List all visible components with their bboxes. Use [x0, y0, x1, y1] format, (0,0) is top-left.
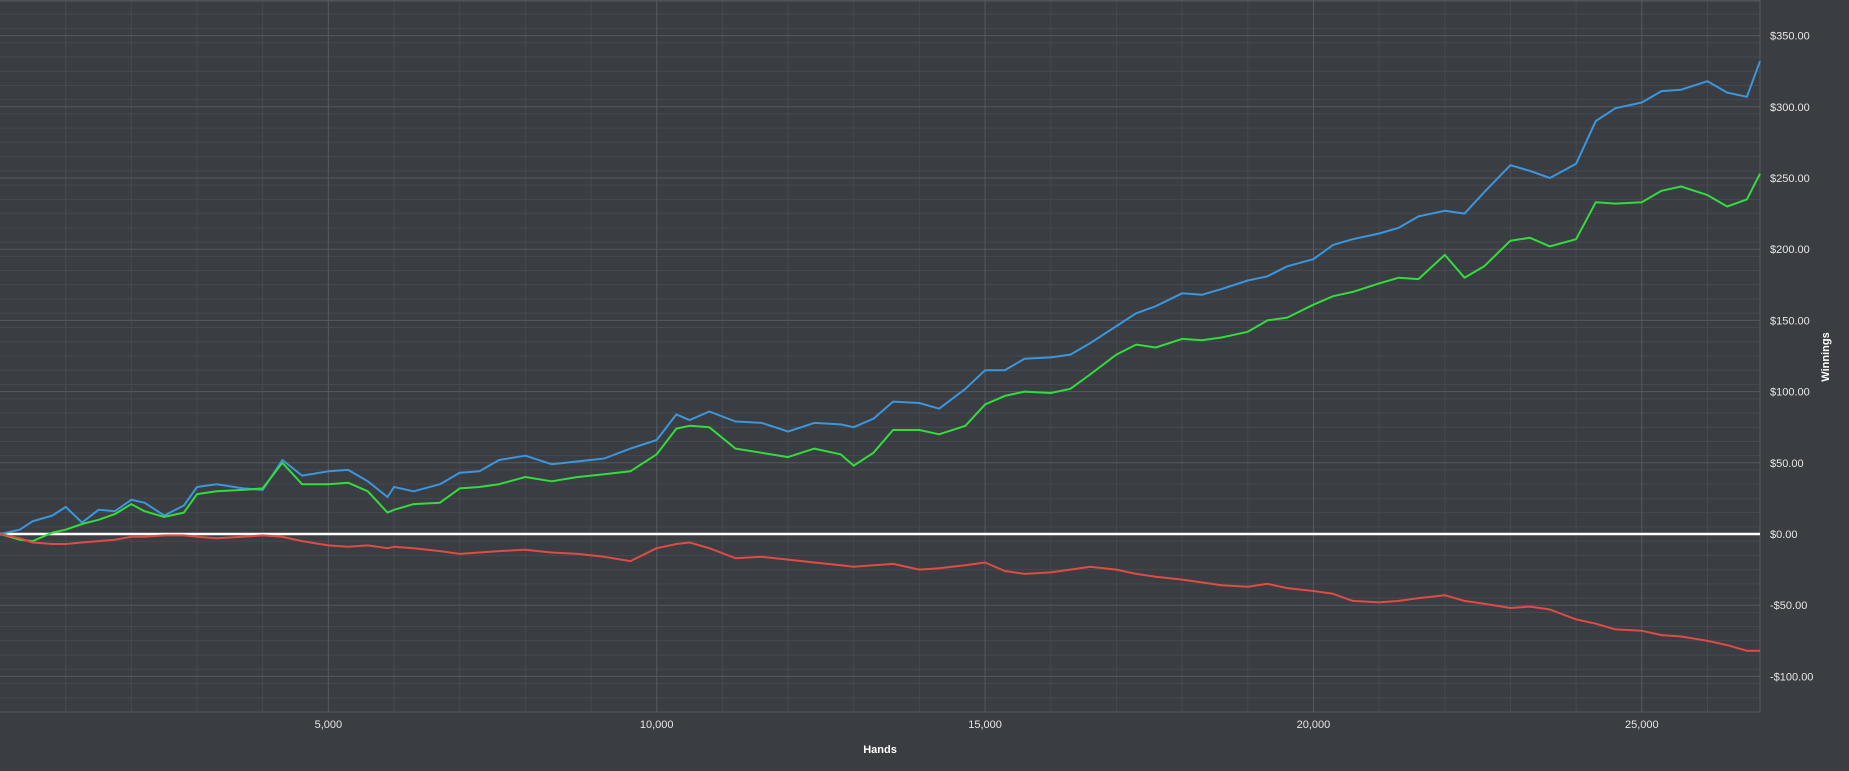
y-axis-ticks: $350.00 $300.00 $250.00 $200.00 $150.00 $100.… [1770, 31, 1813, 684]
x-tick-label: 10,000 [640, 719, 674, 731]
y-tick-label: $200.00 [1770, 244, 1810, 256]
y-tick-label: $50.00 [1770, 458, 1804, 470]
series-line-3 [0, 533, 1760, 652]
x-tick-label: 25,000 [1625, 719, 1659, 731]
x-tick-label: 5,000 [315, 719, 343, 731]
y-tick-label: $350.00 [1770, 31, 1810, 43]
y-tick-label: -$100.00 [1770, 671, 1813, 683]
x-axis-title: Hands [863, 744, 897, 756]
series-line-2 [0, 173, 1761, 543]
series-line-1 [0, 60, 1761, 535]
y-axis-title: Winnings [1820, 332, 1832, 381]
x-axis-ticks: 5,000 10,000 15,000 20,000 25,000 [315, 719, 1659, 731]
y-tick-label: $150.00 [1770, 315, 1810, 327]
minor-grid [0, 0, 1760, 713]
y-tick-label: -$50.00 [1770, 600, 1807, 612]
x-tick-label: 20,000 [1297, 719, 1331, 731]
series-group [0, 60, 1761, 652]
y-tick-label: $0.00 [1770, 529, 1798, 541]
y-tick-label: $300.00 [1770, 102, 1810, 114]
y-tick-label: $100.00 [1770, 387, 1810, 399]
y-tick-label: $250.00 [1770, 173, 1810, 185]
major-grid [0, 0, 1761, 713]
x-tick-label: 15,000 [968, 719, 1002, 731]
